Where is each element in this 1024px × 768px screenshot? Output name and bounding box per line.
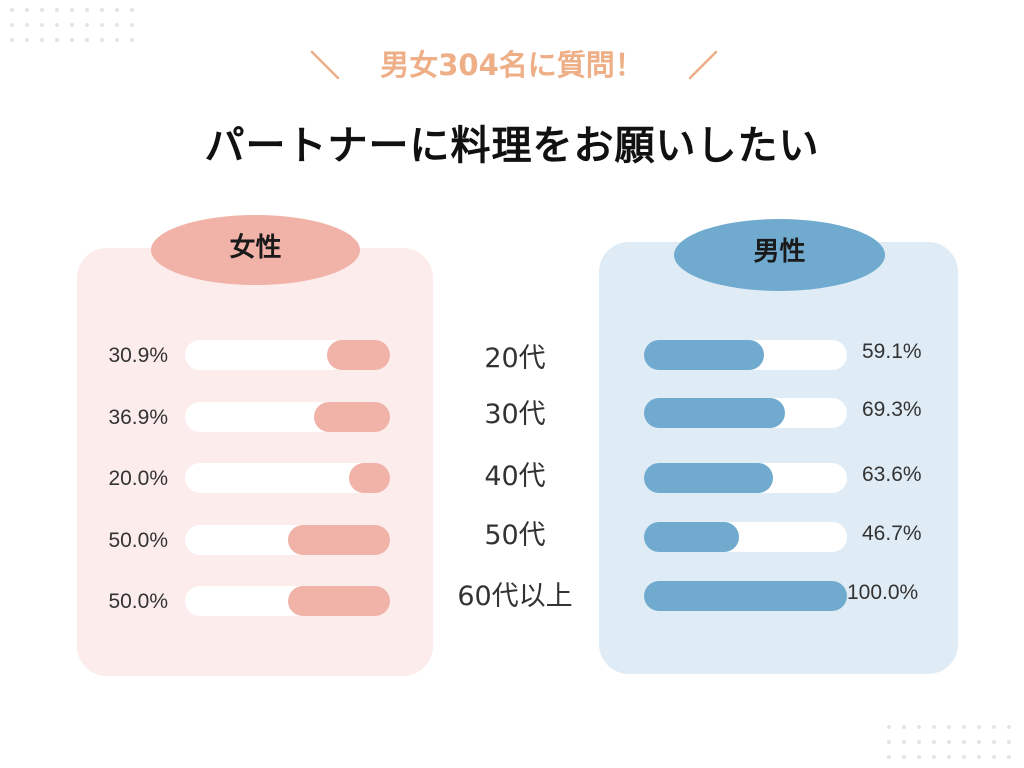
decorative-dot xyxy=(962,755,966,759)
decorative-dot xyxy=(25,38,29,42)
decorative-dot xyxy=(932,755,936,759)
male-bar-track xyxy=(644,581,847,611)
female-value-label: 36.9% xyxy=(108,406,168,429)
decorative-dot xyxy=(1007,740,1011,744)
decorative-dot xyxy=(10,23,14,27)
female-bar xyxy=(287,586,390,616)
decorative-dot xyxy=(70,8,74,12)
decorative-dot xyxy=(25,23,29,27)
decorative-dot xyxy=(85,38,89,42)
decorative-dot xyxy=(55,23,59,27)
male-value-label: 69.3% xyxy=(862,398,922,421)
decorative-dot xyxy=(977,725,981,729)
female-bar-track xyxy=(185,340,390,370)
decorative-dot xyxy=(55,38,59,42)
category-label: 50代 xyxy=(484,520,546,551)
decorative-dot xyxy=(115,23,119,27)
male-bar-track xyxy=(644,340,847,370)
decorative-dot xyxy=(130,38,134,42)
decorative-dot xyxy=(902,740,906,744)
decorative-dot xyxy=(55,8,59,12)
decorative-dot xyxy=(25,8,29,12)
female-bar-track xyxy=(185,402,390,432)
decorative-dot xyxy=(887,755,891,759)
male-bar-track xyxy=(644,463,847,493)
male-value-label: 63.6% xyxy=(862,463,922,486)
decorative-dot xyxy=(902,755,906,759)
female-bar-track xyxy=(185,586,390,616)
male-value-label: 100.0% xyxy=(847,581,919,604)
decorative-dot xyxy=(902,725,906,729)
male-value-label: 46.7% xyxy=(862,522,922,545)
decorative-dot xyxy=(932,740,936,744)
decorative-dot xyxy=(992,755,996,759)
female-bar xyxy=(349,463,390,493)
female-value-label: 50.0% xyxy=(108,529,168,552)
decorative-dot xyxy=(115,38,119,42)
category-label: 20代 xyxy=(484,343,546,374)
decorative-dot xyxy=(40,23,44,27)
decorative-dot xyxy=(887,740,891,744)
decorative-dot xyxy=(130,23,134,27)
decorative-dot xyxy=(40,8,44,12)
female-value-label: 30.9% xyxy=(108,344,168,367)
decorative-dot xyxy=(932,725,936,729)
decorative-dot xyxy=(887,725,891,729)
decorative-dot xyxy=(992,725,996,729)
decorative-dot xyxy=(977,740,981,744)
decorative-dot xyxy=(962,725,966,729)
male-bar xyxy=(644,340,764,370)
decorative-dot xyxy=(115,8,119,12)
male-bar xyxy=(644,463,774,493)
decorative-dot xyxy=(100,8,104,12)
decorative-dot xyxy=(100,38,104,42)
decorative-dot xyxy=(130,8,134,12)
decorative-dot xyxy=(10,8,14,12)
category-label: 40代 xyxy=(484,461,546,492)
decorative-dot xyxy=(992,740,996,744)
slash-right-icon xyxy=(688,50,718,80)
decorative-dot xyxy=(917,740,921,744)
decorative-dot xyxy=(85,23,89,27)
decorative-dot xyxy=(947,740,951,744)
male-bar xyxy=(644,522,739,552)
male-bar xyxy=(644,581,847,611)
decorative-dot xyxy=(917,725,921,729)
decorative-dot xyxy=(70,23,74,27)
slash-left-icon xyxy=(310,50,340,80)
male-bar-track xyxy=(644,522,847,552)
decorative-dot xyxy=(917,755,921,759)
female-bar-track xyxy=(185,525,390,555)
female-value-label: 20.0% xyxy=(108,467,168,490)
male-bar xyxy=(644,398,785,428)
decorative-dot xyxy=(85,8,89,12)
female-bar-track xyxy=(185,463,390,493)
female-bar xyxy=(326,340,390,370)
decorative-dot xyxy=(10,38,14,42)
decorative-dot xyxy=(1007,725,1011,729)
female-bar xyxy=(287,525,390,555)
decorative-dot xyxy=(70,38,74,42)
decorative-dot xyxy=(40,38,44,42)
decorative-dot xyxy=(947,755,951,759)
decorative-dot xyxy=(100,23,104,27)
decorative-dot xyxy=(962,740,966,744)
male-value-label: 59.1% xyxy=(862,340,922,363)
page-title: パートナーに料理をお願いしたい xyxy=(204,123,820,169)
subtitle: 男女304名に質問！ xyxy=(380,48,644,82)
male-bar-track xyxy=(644,398,847,428)
decorative-dot xyxy=(1007,755,1011,759)
category-label: 60代以上 xyxy=(457,581,573,612)
category-label: 30代 xyxy=(484,399,546,430)
decorative-dot xyxy=(947,725,951,729)
female-value-label: 50.0% xyxy=(108,590,168,613)
female-bar xyxy=(314,402,390,432)
decorative-dot xyxy=(977,755,981,759)
male-series-label: 男性 xyxy=(674,219,885,291)
female-series-label: 女性 xyxy=(151,215,360,285)
